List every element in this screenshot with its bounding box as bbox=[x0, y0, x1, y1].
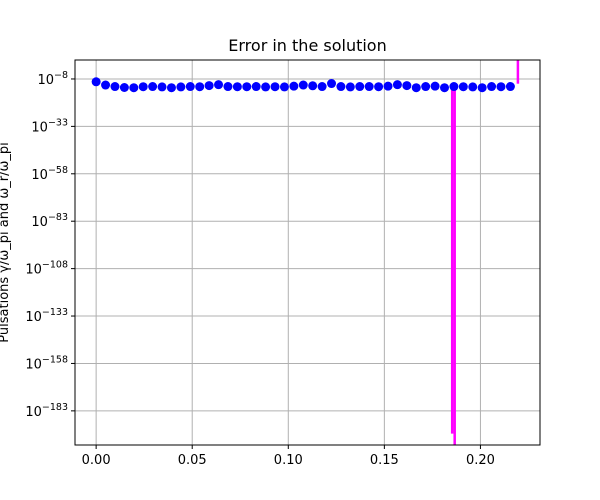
data-point bbox=[185, 82, 195, 92]
data-point bbox=[119, 83, 129, 92]
y-tick-label: 10−133 bbox=[25, 307, 68, 325]
data-point bbox=[148, 82, 158, 92]
data-point bbox=[110, 82, 120, 92]
data-point bbox=[374, 82, 384, 92]
y-tick-label: 10−183 bbox=[25, 402, 68, 420]
data-point bbox=[195, 82, 205, 92]
data-point bbox=[242, 82, 252, 92]
data-point bbox=[468, 82, 478, 92]
data-point bbox=[232, 82, 242, 92]
data-point bbox=[345, 82, 355, 92]
data-point bbox=[487, 82, 497, 92]
data-point bbox=[496, 82, 506, 92]
data-point bbox=[214, 80, 224, 90]
data-point bbox=[477, 83, 487, 93]
data-point bbox=[383, 81, 393, 91]
data-point bbox=[129, 83, 139, 93]
y-axis: 10−8 10−33 10−58 10−83 10−108 10−133 10−158 10−… bbox=[25, 70, 75, 420]
data-point bbox=[101, 80, 111, 90]
data-point bbox=[336, 82, 346, 92]
data-point bbox=[91, 77, 101, 87]
data-point bbox=[204, 81, 214, 91]
x-tick-label: 0.15 bbox=[370, 453, 399, 468]
data-point bbox=[327, 79, 337, 89]
data-point bbox=[402, 81, 412, 91]
data-point bbox=[166, 83, 176, 93]
data-point bbox=[449, 82, 459, 92]
x-tick-label: 0.00 bbox=[82, 453, 111, 468]
data-point bbox=[411, 83, 421, 93]
data-point bbox=[458, 82, 468, 92]
series-magenta bbox=[450, 60, 520, 445]
data-point bbox=[138, 82, 148, 92]
grid bbox=[75, 60, 540, 445]
data-point bbox=[289, 81, 299, 91]
y-tick-label: 10−58 bbox=[31, 165, 68, 183]
series-blue bbox=[91, 77, 515, 93]
data-point bbox=[223, 82, 233, 92]
data-point bbox=[430, 81, 440, 91]
y-tick-label: 10−158 bbox=[25, 354, 68, 372]
x-tick-label: 0.20 bbox=[466, 453, 495, 468]
x-tick-label: 0.10 bbox=[274, 453, 303, 468]
x-tick-label: 0.05 bbox=[178, 453, 207, 468]
data-point bbox=[270, 82, 280, 92]
data-point bbox=[298, 80, 308, 90]
plot-frame bbox=[74, 59, 541, 446]
data-point bbox=[440, 83, 450, 93]
y-tick-label: 10−108 bbox=[25, 260, 68, 278]
data-point bbox=[421, 82, 431, 92]
data-point bbox=[279, 82, 289, 92]
data-point bbox=[505, 82, 515, 92]
y-tick-label: 10−83 bbox=[31, 212, 68, 230]
data-point bbox=[355, 82, 365, 92]
x-axis: 0.00 0.05 0.10 0.15 0.20 bbox=[82, 445, 495, 468]
data-point bbox=[392, 80, 402, 90]
data-point bbox=[364, 82, 374, 92]
y-axis-label: Pulsations γ/ω_pi and ω_r/ω_pi bbox=[0, 142, 12, 342]
data-point bbox=[317, 82, 327, 92]
data-point bbox=[261, 82, 271, 92]
data-point bbox=[251, 82, 261, 92]
data-point bbox=[176, 82, 186, 92]
data-point bbox=[157, 82, 167, 92]
y-tick-label: 10−8 bbox=[37, 70, 68, 88]
chart-title: Error in the solution bbox=[228, 36, 386, 55]
data-point bbox=[308, 81, 318, 91]
y-tick-label: 10−33 bbox=[31, 117, 68, 135]
